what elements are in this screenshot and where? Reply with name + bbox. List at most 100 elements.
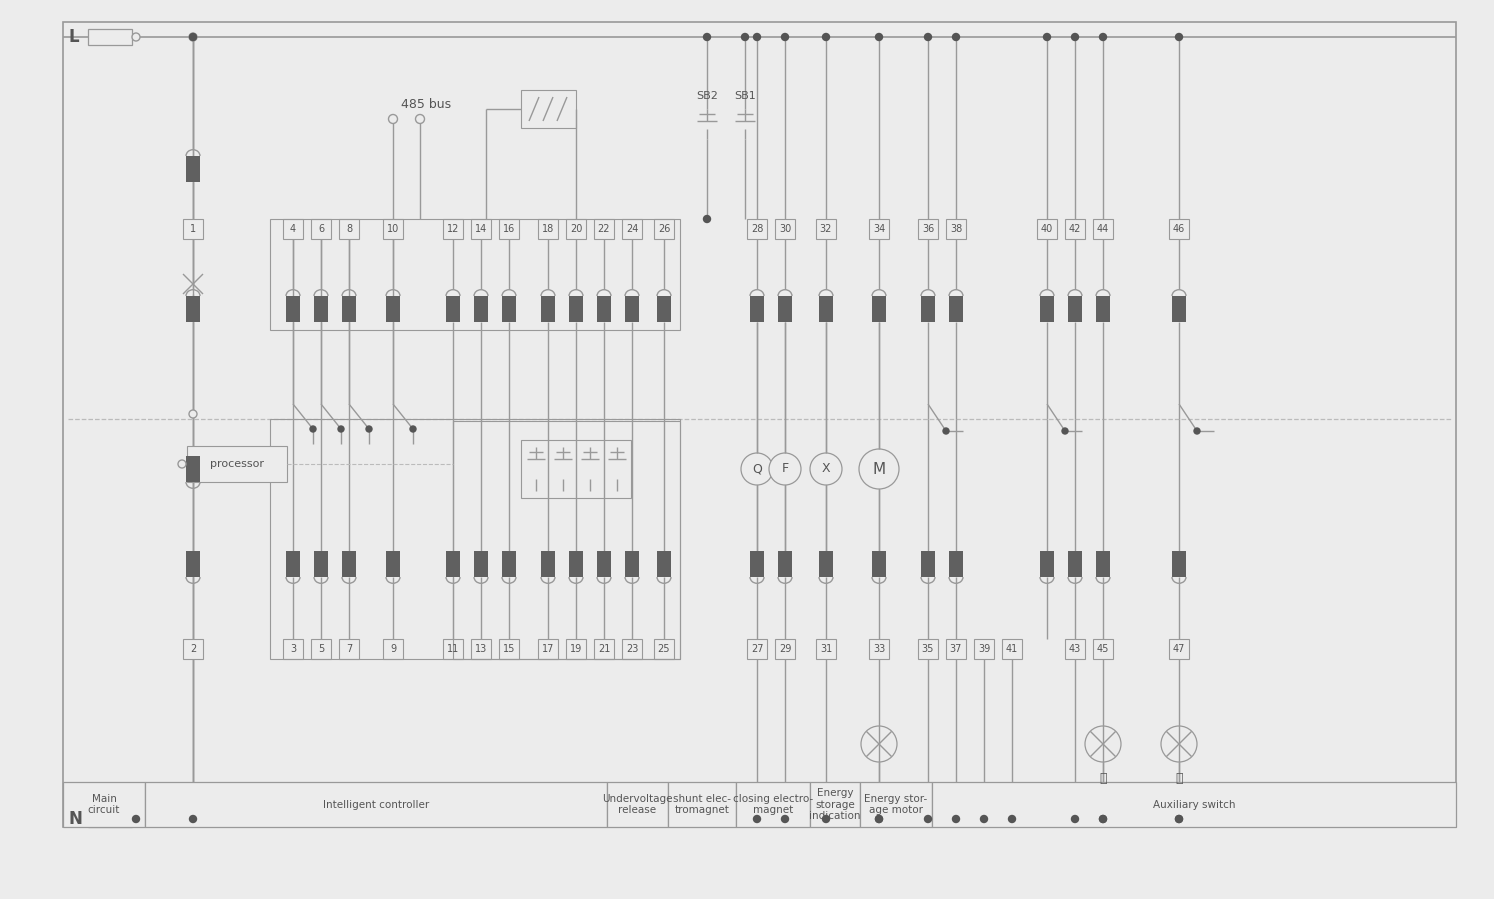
Circle shape [753,33,760,40]
Bar [88,811,131,827]
Bar [185,296,200,322]
Bar [1068,551,1082,577]
Bar [747,219,766,239]
Circle shape [338,426,344,432]
Bar [1094,639,1113,659]
Text: 35: 35 [922,644,934,654]
Circle shape [875,33,883,40]
Text: 11: 11 [447,644,459,654]
Circle shape [309,426,317,432]
Bar [521,440,630,498]
Text: 合: 合 [1176,772,1183,785]
Bar [185,156,200,182]
Text: 33: 33 [872,644,884,654]
Bar [541,296,554,322]
Bar [282,639,303,659]
Bar [314,551,329,577]
Circle shape [943,428,949,434]
Circle shape [131,33,140,41]
Bar [872,551,886,577]
Bar [595,219,614,239]
Circle shape [875,815,883,823]
Bar [444,219,463,239]
Bar [185,456,200,482]
Bar [538,219,557,239]
Text: 36: 36 [922,224,934,234]
Text: 16: 16 [503,224,515,234]
Bar [285,296,300,322]
Circle shape [190,410,197,418]
Circle shape [810,453,843,485]
Circle shape [1100,815,1107,823]
Text: L: L [69,28,79,46]
Text: shunt elec-
tromagnet: shunt elec- tromagnet [672,794,731,815]
Text: X: X [822,462,831,476]
Circle shape [925,33,931,40]
Bar [775,639,795,659]
Bar [810,782,861,827]
Circle shape [1176,815,1182,823]
Bar [471,219,492,239]
Text: Intelligent controller: Intelligent controller [323,799,429,809]
Text: 42: 42 [1068,224,1082,234]
Text: 分: 分 [1100,772,1107,785]
Text: 40: 40 [1041,224,1053,234]
Text: 14: 14 [475,224,487,234]
Bar [1097,296,1110,322]
Text: 31: 31 [820,644,832,654]
Bar [668,782,737,827]
Bar [932,782,1457,827]
Text: 20: 20 [569,224,583,234]
Bar [1168,219,1189,239]
Text: Q: Q [751,462,762,476]
Text: 24: 24 [626,224,638,234]
Circle shape [953,815,959,823]
Text: 44: 44 [1097,224,1109,234]
Bar [566,639,586,659]
Text: 4: 4 [290,224,296,234]
Bar [1094,219,1113,239]
Text: 9: 9 [390,644,396,654]
Bar [747,639,766,659]
Text: 2: 2 [190,644,196,654]
Bar [974,639,994,659]
Text: 29: 29 [778,644,792,654]
Bar [282,219,303,239]
Bar [750,551,763,577]
Bar [447,551,460,577]
Bar [622,639,642,659]
Bar [382,639,403,659]
Bar [622,219,642,239]
Bar [382,219,403,239]
Text: 34: 34 [872,224,884,234]
Bar [185,551,200,577]
Bar [1065,639,1085,659]
Text: 45: 45 [1097,644,1109,654]
Circle shape [178,460,185,468]
Text: 18: 18 [542,224,554,234]
Bar [385,551,400,577]
Bar [566,219,586,239]
Bar [816,639,837,659]
Circle shape [190,33,197,40]
Bar [1097,551,1110,577]
Text: F: F [781,462,789,476]
Bar [819,296,834,322]
Bar [1068,296,1082,322]
Bar [949,296,964,322]
Bar [598,551,611,577]
Bar [1037,219,1056,239]
Bar [182,219,203,239]
Text: 8: 8 [347,224,353,234]
Circle shape [781,815,789,823]
Bar [750,296,763,322]
Bar [917,219,938,239]
Text: 3: 3 [290,644,296,654]
Bar [311,639,332,659]
Bar [624,296,639,322]
Text: Energy
storage
indication: Energy storage indication [810,788,861,821]
Bar [1168,639,1189,659]
Text: 21: 21 [598,644,610,654]
Bar [342,551,356,577]
Circle shape [781,33,789,40]
